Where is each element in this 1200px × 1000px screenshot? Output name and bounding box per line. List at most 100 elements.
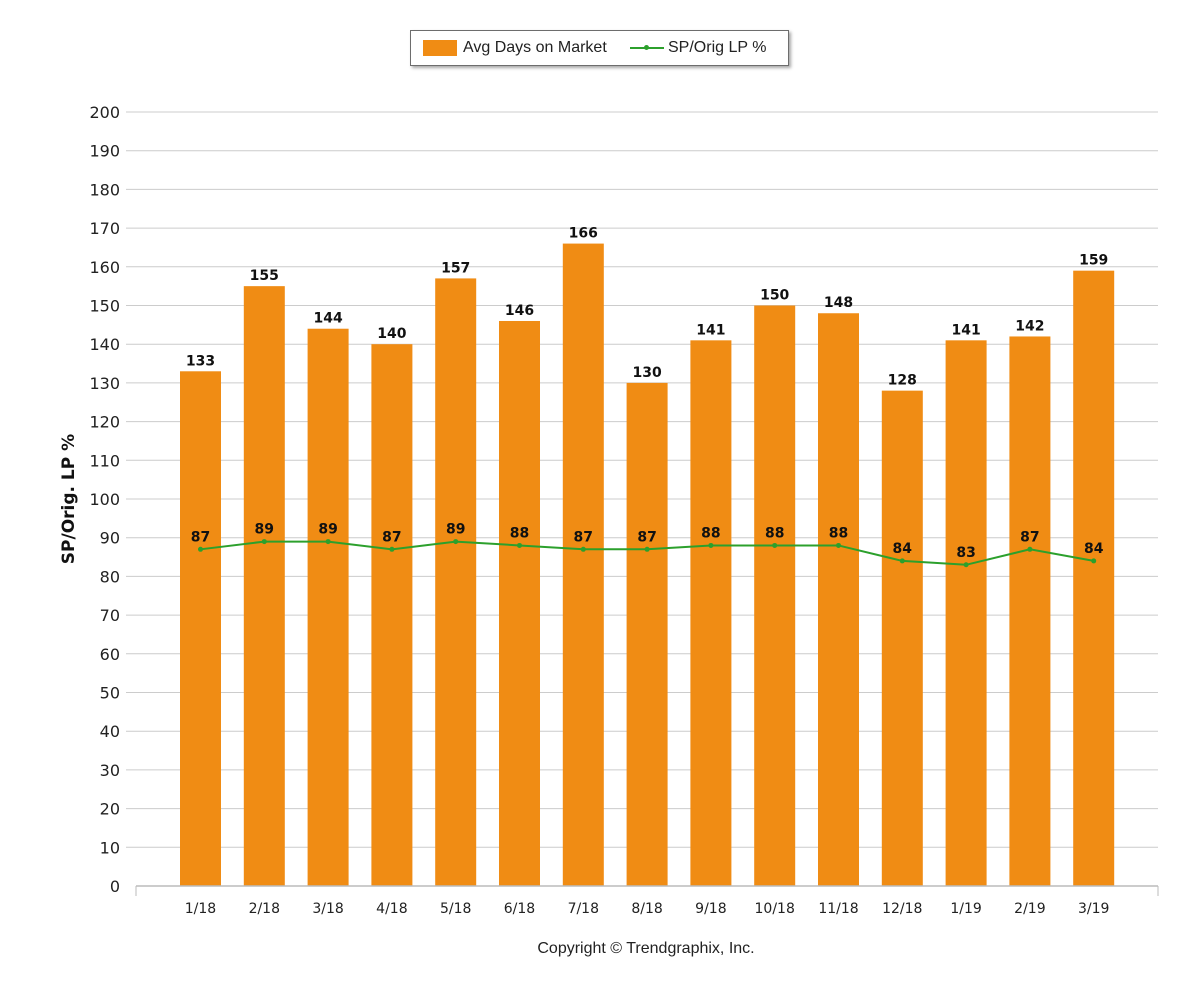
line-value-label: 89 (255, 522, 274, 538)
x-tick-label: 6/18 (504, 901, 535, 917)
copyright-text: Copyright © Trendgraphix, Inc. (537, 940, 755, 957)
line-point (198, 546, 203, 552)
bar-value-label: 141 (951, 322, 980, 338)
bar (945, 340, 987, 887)
bar-data-labels: 133 155 144 140 157 146 166 130 141 150 148 128 141 1… (186, 226, 1108, 389)
x-tick-label: 1/19 (950, 901, 981, 917)
y-tick-label: 200 (89, 103, 120, 122)
x-tick-label: 5/18 (440, 901, 471, 917)
legend-bar-swatch (423, 40, 457, 56)
bar-value-label: 142 (1015, 318, 1044, 334)
legend-line-label: SP/Orig LP % (668, 39, 767, 56)
y-axis-ticks: 0 10 20 30 40 50 60 70 80 90 100 110 120 130 140 150 160… (89, 103, 120, 896)
line-value-label: 89 (446, 522, 465, 538)
bar-value-label: 148 (824, 295, 853, 311)
line-value-label: 88 (701, 525, 720, 541)
y-tick-label: 170 (89, 219, 120, 238)
y-tick-label: 120 (89, 413, 120, 432)
bar-value-label: 146 (505, 303, 534, 319)
y-tick-label: 20 (100, 800, 120, 819)
bar (1073, 270, 1115, 886)
bar (499, 320, 540, 887)
line-point (261, 539, 267, 545)
bar (754, 305, 796, 886)
line-point (1091, 558, 1097, 564)
line-point (325, 539, 331, 545)
line-value-label: 88 (510, 525, 529, 541)
legend-line-marker (644, 45, 649, 50)
bar (881, 390, 923, 886)
x-tick-label: 11/18 (818, 901, 858, 917)
x-tick-label: 7/18 (568, 901, 599, 917)
line-point (580, 546, 586, 552)
legend-bar-label: Avg Days on Market (463, 39, 607, 56)
line-point (836, 542, 841, 548)
line-value-label: 87 (1020, 529, 1039, 545)
x-tick-label: 3/18 (312, 901, 343, 917)
y-tick-label: 130 (89, 374, 120, 393)
y-axis-title: SP/Orig. LP % (59, 434, 79, 564)
y-tick-label: 160 (89, 258, 120, 277)
line-value-label: 88 (829, 525, 848, 541)
line-point (517, 542, 522, 548)
line-point (708, 542, 714, 548)
legend: Avg Days on Market SP/Orig LP % (410, 30, 789, 66)
line-point (772, 542, 778, 548)
bar (307, 328, 349, 887)
line-point (389, 546, 395, 552)
bar (626, 382, 668, 886)
line-value-label: 89 (318, 522, 337, 538)
line-value-label: 84 (1084, 541, 1104, 557)
line-point (1027, 546, 1033, 552)
y-tick-label: 110 (89, 451, 120, 470)
bar-value-label: 128 (888, 373, 917, 389)
line-point (453, 539, 459, 545)
bar-value-label: 150 (760, 288, 789, 304)
line-point (899, 558, 905, 564)
bar-value-label: 159 (1079, 253, 1108, 269)
y-tick-label: 100 (89, 490, 120, 509)
y-tick-label: 90 (100, 529, 120, 548)
x-tick-label: 4/18 (376, 901, 407, 917)
line-series (198, 539, 1097, 568)
y-tick-label: 10 (100, 838, 120, 857)
bar-value-label: 144 (313, 311, 342, 327)
line-value-label: 87 (637, 529, 656, 545)
bar-value-label: 140 (377, 326, 406, 342)
line-point (644, 546, 650, 552)
y-tick-label: 70 (100, 606, 120, 625)
y-tick-label: 50 (100, 684, 120, 703)
bar (818, 313, 859, 886)
x-tick-label: 2/18 (249, 901, 280, 917)
y-tick-label: 40 (100, 722, 120, 741)
line-value-label: 83 (956, 545, 975, 561)
y-tick-label: 150 (89, 297, 120, 316)
x-tick-label: 10/18 (755, 901, 795, 917)
line-value-label: 88 (765, 525, 784, 541)
y-tick-label: 80 (100, 567, 120, 586)
bar-value-label: 141 (696, 322, 725, 338)
bar-value-label: 166 (569, 226, 598, 242)
line-value-label: 87 (574, 529, 593, 545)
x-axis (135, 885, 1159, 896)
bar (435, 278, 477, 886)
line-value-label: 87 (382, 529, 401, 545)
line-value-label: 87 (191, 529, 210, 545)
bar-value-label: 133 (186, 353, 215, 369)
line-data-labels: 87 89 89 87 89 88 87 87 88 88 88 84 83 87 84 (191, 522, 1104, 561)
line-value-label: 84 (893, 541, 913, 557)
bar-value-label: 155 (250, 268, 279, 284)
x-tick-label: 12/18 (882, 901, 922, 917)
x-tick-label: 2/19 (1014, 901, 1045, 917)
bar (690, 340, 732, 887)
y-tick-label: 0 (110, 877, 120, 896)
bar (243, 286, 285, 886)
bar (1009, 336, 1051, 887)
bar-value-label: 130 (632, 365, 661, 381)
x-tick-label: 8/18 (631, 901, 662, 917)
y-tick-label: 140 (89, 335, 120, 354)
y-tick-label: 190 (89, 142, 120, 161)
bar-value-label: 157 (441, 260, 470, 276)
